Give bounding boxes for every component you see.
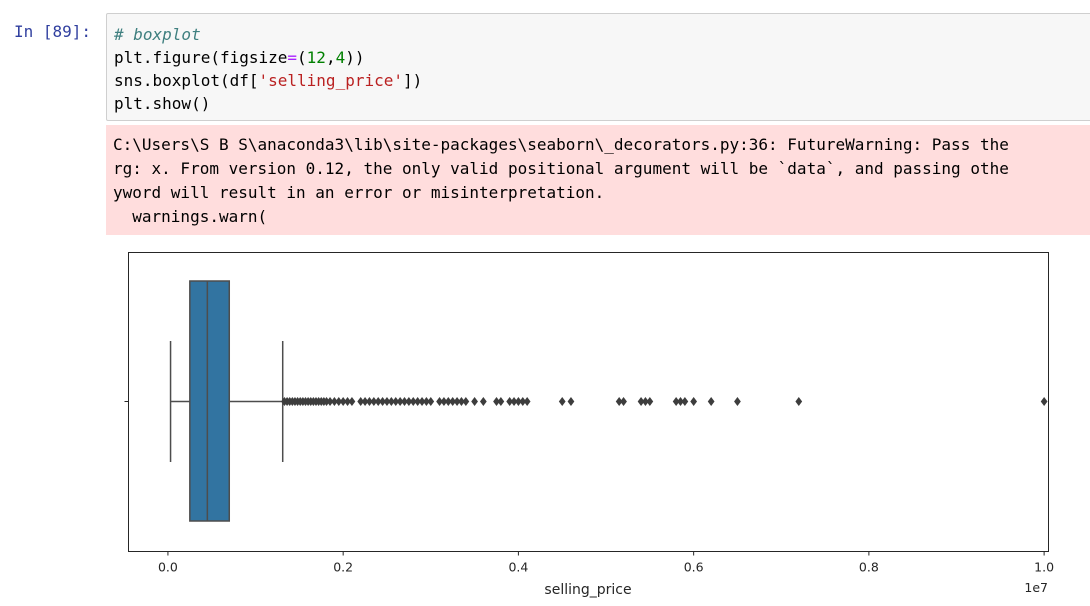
outlier-point bbox=[523, 397, 531, 406]
outlier-point bbox=[366, 397, 373, 406]
outlier-point bbox=[515, 397, 522, 406]
outlier-point bbox=[374, 397, 382, 406]
outlier-point bbox=[519, 397, 527, 406]
outlier-point bbox=[383, 397, 391, 406]
outlier-point bbox=[690, 397, 698, 406]
warning-line-1: C:\Users\S B S\anaconda3\lib\site-packag… bbox=[113, 135, 1009, 154]
x-tick-label: 0.4 bbox=[508, 560, 528, 575]
warning-line-3: yword will result in an error or misinte… bbox=[113, 183, 605, 202]
outlier-point bbox=[567, 397, 575, 406]
warning-line-4: warnings.warn( bbox=[113, 207, 268, 226]
box-iqr bbox=[189, 280, 231, 522]
outlier-point bbox=[506, 397, 514, 406]
outlier-point bbox=[357, 397, 365, 406]
boxplot-chart: 0.0 0.2 0.4 0.6 0.8 1.0 selling_price 1e7 bbox=[124, 252, 1054, 598]
outlier-point bbox=[436, 397, 443, 406]
outlier-point bbox=[453, 397, 461, 406]
outlier-point bbox=[387, 397, 395, 406]
code-cell-input[interactable]: # boxplot plt.figure(figsize=(12,4)) sns… bbox=[106, 13, 1090, 121]
outlier-point bbox=[558, 397, 566, 406]
outlier-point bbox=[344, 397, 351, 406]
outlier-point bbox=[734, 397, 741, 406]
outlier-point bbox=[707, 397, 715, 406]
outlier-point bbox=[681, 397, 689, 406]
outlier-point bbox=[414, 397, 422, 406]
outlier-point bbox=[677, 397, 684, 406]
outlier-point bbox=[409, 397, 417, 406]
x-tick-label: 0.8 bbox=[859, 560, 879, 575]
outlier-point bbox=[401, 397, 408, 406]
outlier-point bbox=[323, 397, 330, 406]
x-axis-label: selling_price bbox=[544, 582, 631, 598]
outlier-point bbox=[361, 397, 369, 406]
code-line-boxplot: sns.boxplot(df['selling_price']) bbox=[114, 71, 423, 90]
outlier-point bbox=[458, 397, 465, 406]
x-tick-label: 1.0 bbox=[1034, 560, 1054, 575]
outlier-point bbox=[672, 397, 680, 406]
outlier-point bbox=[449, 397, 457, 406]
outlier-point bbox=[479, 397, 487, 406]
outlier-point bbox=[646, 397, 654, 406]
outlier-point bbox=[418, 397, 426, 406]
x-tick-label: 0.0 bbox=[158, 560, 178, 575]
outlier-point bbox=[497, 397, 505, 406]
x-axis-offset-label: 1e7 bbox=[1024, 580, 1048, 595]
outlier-point bbox=[326, 397, 334, 406]
cell-prompt: In [89]: bbox=[14, 22, 92, 41]
outlier-point bbox=[370, 397, 378, 406]
outlier-point bbox=[510, 397, 518, 406]
stderr-output: C:\Users\S B S\anaconda3\lib\site-packag… bbox=[106, 125, 1090, 235]
outlier-point bbox=[335, 397, 343, 406]
code-line-figure: plt.figure(figsize=(12,4)) bbox=[114, 48, 365, 67]
outlier-point bbox=[471, 397, 478, 406]
x-tick-label: 0.2 bbox=[333, 560, 353, 575]
code-comment: # boxplot bbox=[114, 25, 201, 44]
outlier-point bbox=[405, 397, 413, 406]
outlier-point bbox=[339, 397, 347, 406]
outlier-point bbox=[1040, 397, 1048, 406]
outlier-point bbox=[642, 397, 649, 406]
warning-line-2: rg: x. From version 0.12, the only valid… bbox=[113, 159, 1009, 178]
outlier-point bbox=[423, 397, 430, 406]
outlier-point bbox=[440, 397, 448, 406]
outlier-point bbox=[444, 397, 452, 406]
outlier-point bbox=[392, 397, 400, 406]
outlier-point bbox=[795, 397, 803, 406]
outlier-point bbox=[620, 397, 627, 406]
code-line-show: plt.show() bbox=[114, 94, 211, 113]
code-editor[interactable]: # boxplot plt.figure(figsize=(12,4)) sns… bbox=[114, 23, 422, 115]
outlier-point bbox=[331, 397, 338, 406]
outlier-point bbox=[637, 397, 645, 406]
outlier-point bbox=[493, 397, 500, 406]
outlier-point bbox=[615, 397, 623, 406]
outlier-point bbox=[427, 397, 435, 406]
outlier-point bbox=[379, 397, 386, 406]
outlier-point bbox=[348, 397, 356, 406]
outlier-point bbox=[462, 397, 470, 406]
x-tick-label: 0.6 bbox=[684, 560, 704, 575]
outlier-point bbox=[396, 397, 404, 406]
